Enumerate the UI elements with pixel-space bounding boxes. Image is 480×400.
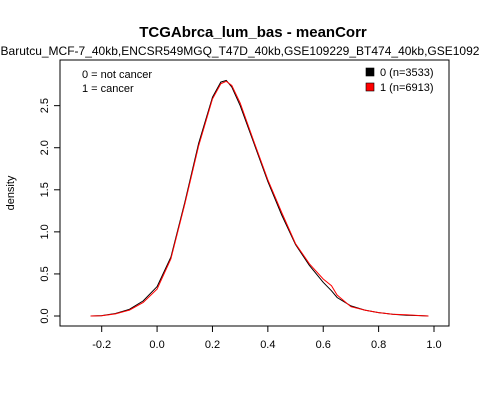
plot-frame	[59, 59, 450, 327]
y-tick-label: 2.0	[39, 140, 51, 155]
y-tick-label: 0.0	[39, 308, 51, 323]
y-axis: 0.0 0.5 1.0 1.5 2.0 2.5	[39, 98, 61, 324]
x-tick-label: 0.2	[205, 339, 220, 351]
legend-label: 0 (n=3533)	[380, 67, 434, 79]
x-tick-label: 0.4	[260, 339, 275, 351]
series-line-0	[90, 79, 429, 317]
x-axis: -0.2 0.0 0.2 0.4 0.6 0.8 1.0	[92, 325, 442, 351]
legend: 0 (n=3533) 1 (n=6913)	[365, 67, 434, 94]
x-tick-label: 1.0	[426, 339, 441, 351]
x-tick-label: 0.0	[149, 339, 164, 351]
legend-swatch	[365, 82, 375, 92]
legend-swatch	[365, 67, 375, 77]
chart-title: TCGAbrca_lum_bas - meanCorr	[139, 24, 367, 41]
annotation-cancer: 1 = cancer	[82, 83, 134, 95]
x-tick-label: 0.6	[316, 339, 331, 351]
y-tick-label: 1.0	[39, 224, 51, 239]
series-lines	[90, 79, 429, 317]
x-tick-label: -0.2	[92, 339, 111, 351]
series-line-1	[90, 80, 429, 317]
chart-subtitle: Barutcu_MCF-7_40kb,ENCSR549MGQ_T47D_40kb…	[1, 44, 480, 58]
annotation-not-cancer: 0 = not cancer	[82, 69, 152, 81]
y-tick-label: 1.5	[39, 182, 51, 197]
y-axis-label: density	[5, 175, 17, 210]
legend-label: 1 (n=6913)	[380, 82, 434, 94]
y-tick-label: 0.5	[39, 266, 51, 281]
x-tick-label: 0.8	[371, 339, 386, 351]
y-tick-label: 2.5	[39, 98, 51, 113]
